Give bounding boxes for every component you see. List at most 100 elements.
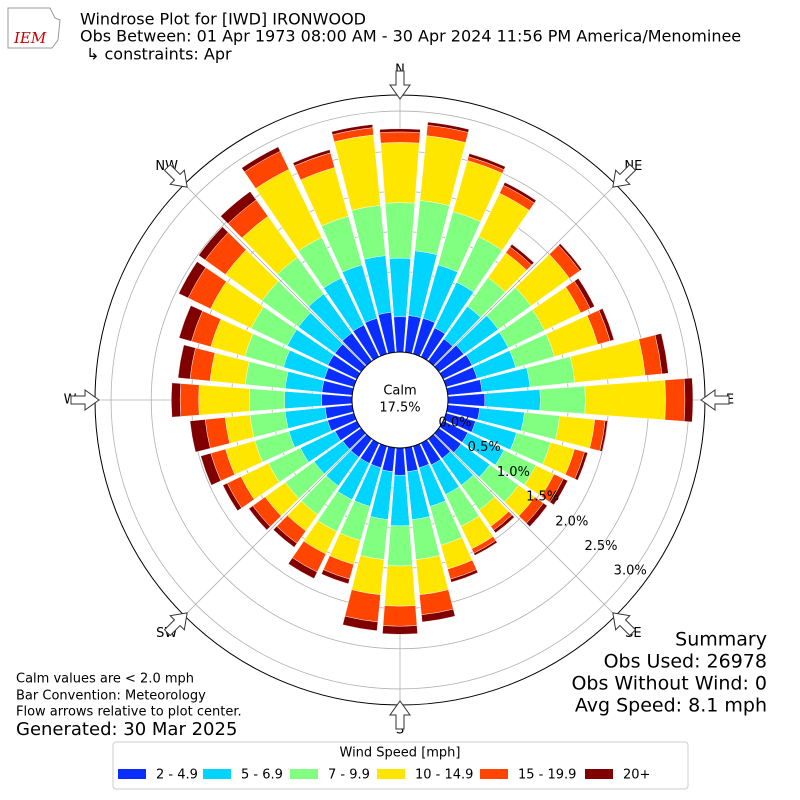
legend-swatch bbox=[118, 769, 146, 779]
bar-segment bbox=[189, 419, 211, 453]
flow-arrow bbox=[70, 389, 100, 411]
bar-segment bbox=[382, 605, 418, 627]
bar-segment bbox=[394, 447, 406, 476]
r-tick-label: 3.0% bbox=[614, 564, 647, 579]
legend-swatch bbox=[203, 769, 231, 779]
flow-arrow bbox=[163, 612, 188, 637]
bar-segment bbox=[384, 565, 416, 607]
summary-line: Obs Used: 26978 bbox=[604, 651, 767, 673]
bar-segment bbox=[599, 420, 608, 452]
legend-title: Wind Speed [mph] bbox=[340, 746, 461, 761]
bar-segment bbox=[549, 478, 568, 506]
legend-label: 10 - 14.9 bbox=[415, 768, 473, 783]
r-tick-label: 0.0% bbox=[438, 416, 471, 431]
r-tick-label: 1.0% bbox=[497, 465, 530, 480]
subtitle: Obs Between: 01 Apr 1973 08:00 AM - 30 A… bbox=[80, 27, 741, 46]
bar-segment bbox=[379, 128, 421, 133]
legend-label: 7 - 9.9 bbox=[328, 768, 370, 783]
bar-segment bbox=[382, 625, 418, 635]
grid-spoke bbox=[184, 184, 367, 367]
bar-segment bbox=[344, 589, 381, 623]
logo-outline bbox=[7, 7, 61, 49]
bar-segment bbox=[380, 142, 420, 204]
compass-label: E bbox=[726, 393, 734, 408]
bar-segment bbox=[526, 502, 548, 527]
logo: IEM bbox=[7, 7, 61, 49]
note: Bar Convention: Meteorology bbox=[16, 689, 206, 704]
compass-label: N bbox=[395, 63, 405, 78]
bar-segment bbox=[222, 482, 242, 512]
bar-segment bbox=[503, 182, 537, 204]
bar-segment bbox=[331, 124, 374, 136]
summary-line: Obs Without Wind: 0 bbox=[571, 673, 767, 695]
compass-label: S bbox=[396, 723, 404, 738]
bar-segment bbox=[539, 385, 586, 415]
legend-label: 5 - 6.9 bbox=[241, 768, 283, 783]
bar-segment bbox=[342, 615, 379, 631]
legend-box bbox=[112, 741, 689, 790]
legend-swatch bbox=[585, 769, 613, 779]
grid-spoke bbox=[433, 433, 616, 616]
constraints: ↳ constraints: Apr bbox=[86, 45, 232, 64]
bar-segment bbox=[220, 191, 257, 224]
bar-segment bbox=[241, 146, 281, 173]
bar-segment bbox=[493, 514, 515, 534]
flow-arrow bbox=[612, 612, 637, 637]
r-tick-label: 1.5% bbox=[526, 490, 559, 505]
bar-segment bbox=[509, 243, 535, 266]
bar-segment bbox=[321, 569, 350, 585]
bar-segment bbox=[171, 382, 181, 418]
bar-segment bbox=[384, 202, 416, 259]
bar-segment bbox=[574, 451, 588, 481]
note: Calm values are < 2.0 mph bbox=[16, 672, 194, 687]
r-tick-label: 2.5% bbox=[584, 539, 617, 554]
r-tick-label: 2.0% bbox=[555, 514, 588, 529]
legend-label: 20+ bbox=[623, 768, 650, 783]
bar-segment bbox=[179, 383, 200, 417]
bar-segment bbox=[198, 226, 229, 261]
flow-arrow bbox=[389, 70, 411, 100]
generated: Generated: 30 Mar 2025 bbox=[16, 719, 237, 740]
flow-arrow bbox=[612, 163, 637, 188]
calm-value: 17.5% bbox=[379, 401, 420, 416]
legend-label: 2 - 4.9 bbox=[156, 768, 198, 783]
r-tick-label: 0.5% bbox=[468, 440, 501, 455]
bar-segment bbox=[664, 378, 686, 422]
bar-segment bbox=[427, 121, 470, 133]
bar-segment bbox=[248, 505, 271, 531]
bar-segment bbox=[248, 388, 286, 412]
legend-label: 15 - 19.9 bbox=[518, 768, 576, 783]
bar-segment bbox=[178, 305, 203, 342]
bar-segment bbox=[200, 452, 222, 486]
summary-line: Avg Speed: 8.1 mph bbox=[575, 695, 767, 717]
bar-segment bbox=[198, 384, 250, 416]
grid-spoke bbox=[184, 433, 367, 616]
flow-arrow bbox=[700, 389, 730, 411]
plot: Calm17.5%0.0%0.5%1.0%1.5%2.0%2.5%3.0%NNE… bbox=[64, 63, 735, 738]
logo-text: IEM bbox=[13, 29, 47, 47]
bar-segment bbox=[421, 608, 456, 623]
note: Flow arrows relative to plot center. bbox=[16, 705, 242, 720]
summary-title: Summary bbox=[675, 629, 767, 651]
bar-segment bbox=[450, 569, 479, 583]
bar-segment bbox=[387, 525, 413, 567]
bar-segment bbox=[273, 526, 298, 548]
bar-segment bbox=[468, 153, 506, 170]
bar-segment bbox=[288, 557, 318, 579]
bar-segment bbox=[321, 393, 353, 407]
bar-segment bbox=[178, 261, 207, 299]
grid-spoke bbox=[433, 184, 616, 367]
bar-segment bbox=[284, 391, 322, 409]
bar-segment bbox=[584, 379, 666, 421]
legend-swatch bbox=[480, 769, 508, 779]
flow-arrow bbox=[163, 163, 188, 188]
flow-arrow bbox=[389, 700, 411, 730]
calm-circle bbox=[351, 351, 449, 449]
bar-segment bbox=[292, 149, 331, 167]
bar-segment bbox=[177, 344, 196, 380]
bar-segment bbox=[379, 131, 421, 144]
bar-segment bbox=[473, 540, 498, 556]
bar-segment bbox=[654, 333, 669, 375]
bar-segment bbox=[683, 377, 694, 423]
bar-segment bbox=[598, 308, 615, 342]
